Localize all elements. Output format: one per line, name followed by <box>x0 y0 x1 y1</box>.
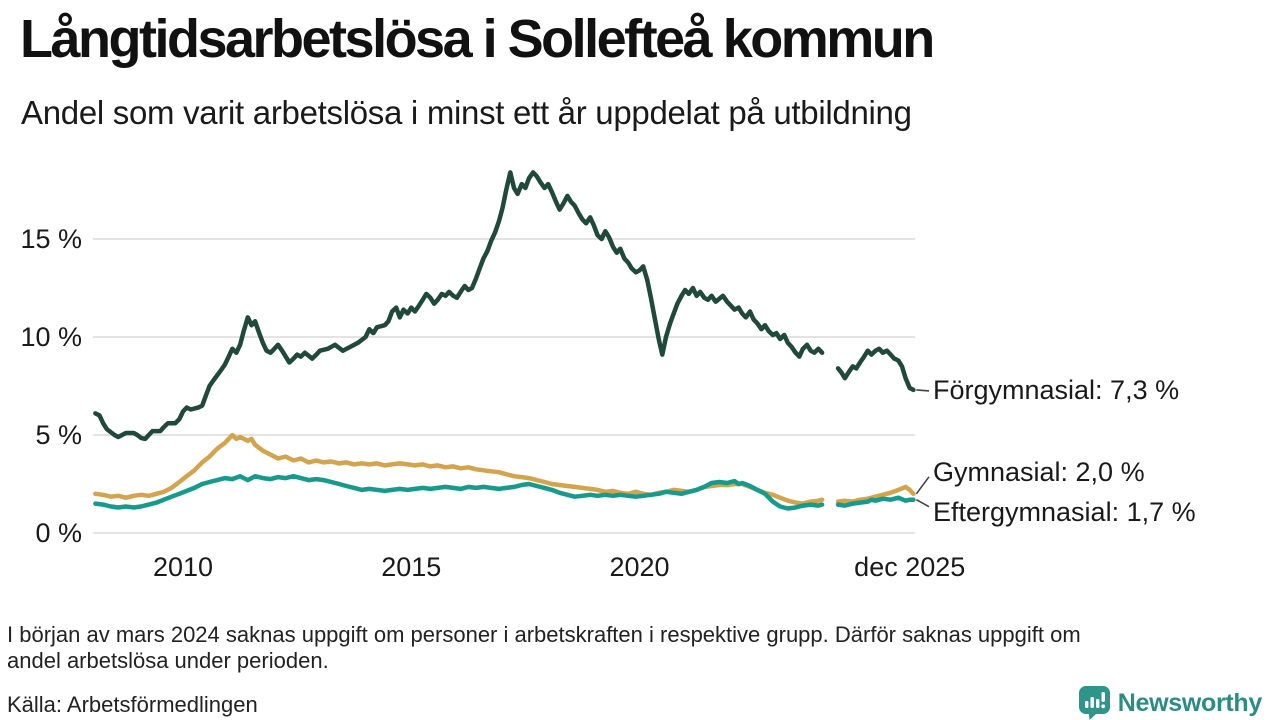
page-title: Långtidsarbetslösa i Sollefteå kommun <box>20 9 935 69</box>
label-connector-förgymnasial <box>916 389 930 392</box>
series-line-eftergymnasial-after-gap <box>835 495 916 508</box>
series-line-gymnasial <box>93 432 825 506</box>
label-connector-gymnasial <box>915 476 930 495</box>
x-tick-label: 2020 <box>609 552 670 582</box>
series-line-gymnasial-after-gap <box>835 484 916 504</box>
series-label-förgymnasial: Förgymnasial: 7,3 % <box>933 374 1180 405</box>
brand-logo: Newsworthy <box>1078 686 1263 720</box>
x-tick-label: 2015 <box>381 552 442 582</box>
page-subtitle: Andel som varit arbetslösa i minst ett å… <box>21 94 912 131</box>
series-label-gymnasial: Gymnasial: 2,0 % <box>933 456 1145 487</box>
footnote: I början av mars 2024 saknas uppgift om … <box>7 622 1081 674</box>
series-line-förgymnasial <box>93 170 825 442</box>
x-tick-label: dec 2025 <box>854 552 966 582</box>
label-connector-eftergymnasial <box>916 498 930 508</box>
newsworthy-chart-bubble-icon <box>1078 686 1110 720</box>
footnote-line-1: I början av mars 2024 saknas uppgift om … <box>7 622 1081 647</box>
y-tick-label: 15 % <box>20 224 82 254</box>
series-line-förgymnasial-after-gap <box>835 346 916 393</box>
series-line-eftergymnasial <box>93 473 825 511</box>
y-tick-label: 0 % <box>35 518 82 548</box>
source-credit: Källa: Arbetsförmedlingen <box>7 692 258 717</box>
y-tick-label: 5 % <box>35 420 82 450</box>
footnote-line-2: andel arbetslösa under perioden. <box>7 648 329 673</box>
x-tick-label: 2010 <box>152 552 214 582</box>
y-tick-label: 10 % <box>20 322 82 352</box>
brand-name: Newsworthy <box>1117 688 1263 717</box>
series-label-eftergymnasial: Eftergymnasial: 1,7 % <box>933 496 1196 527</box>
